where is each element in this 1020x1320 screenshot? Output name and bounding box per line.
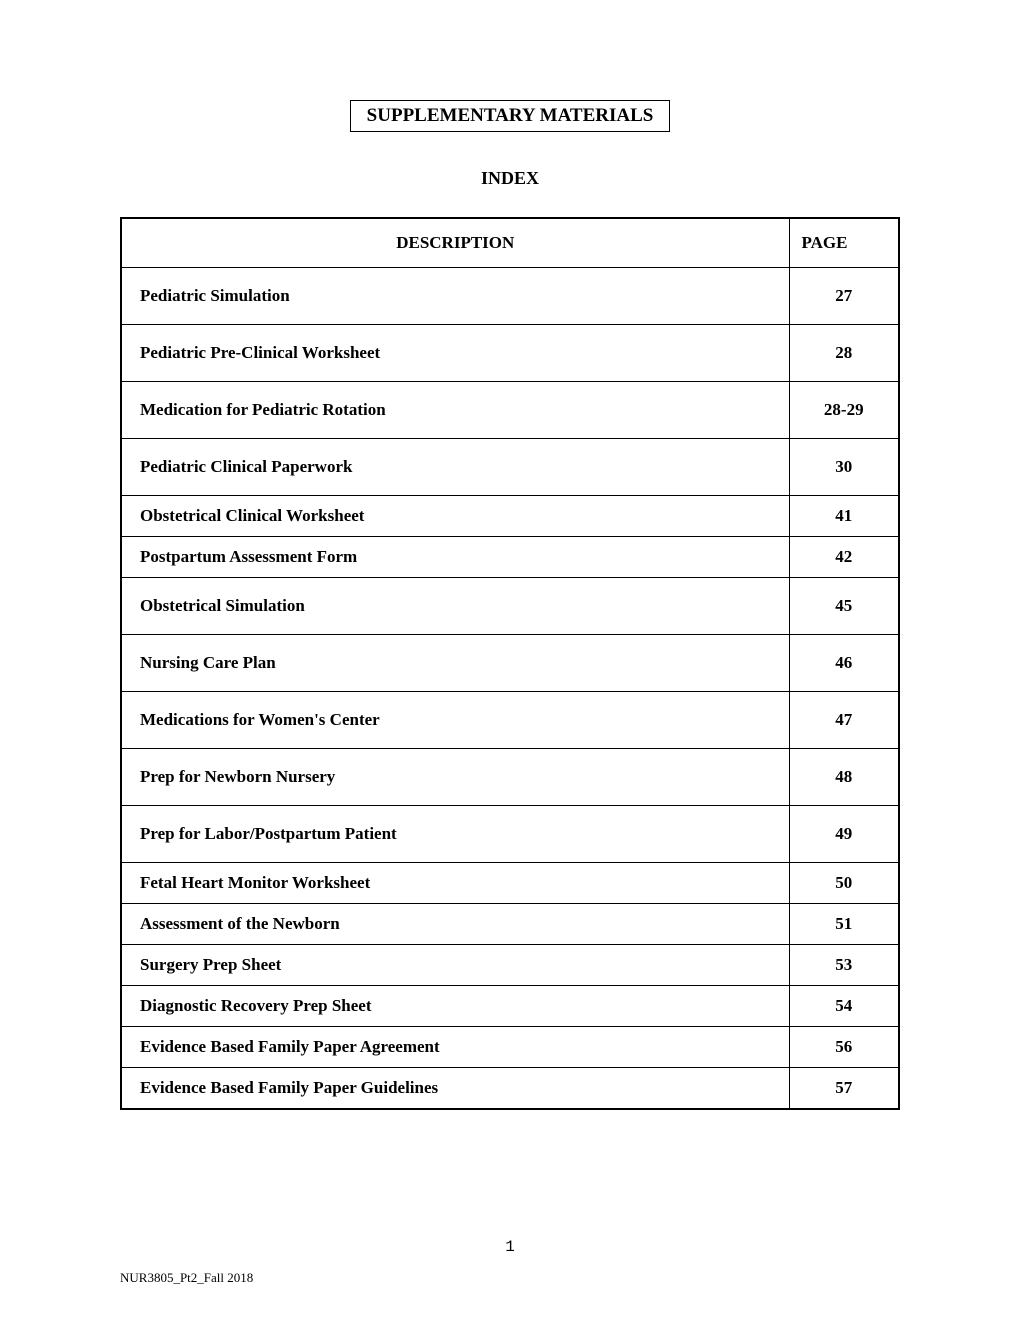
row-description: Prep for Labor/Postpartum Patient — [121, 806, 789, 863]
table-row: Medication for Pediatric Rotation28-29 — [121, 382, 899, 439]
row-description: Fetal Heart Monitor Worksheet — [121, 863, 789, 904]
header-page: PAGE — [789, 218, 899, 268]
header-description: DESCRIPTION — [121, 218, 789, 268]
row-description: Pediatric Simulation — [121, 268, 789, 325]
row-page: 41 — [789, 496, 899, 537]
row-page: 50 — [789, 863, 899, 904]
row-page: 28 — [789, 325, 899, 382]
page-title: SUPPLEMENTARY MATERIALS — [350, 100, 671, 132]
row-page: 30 — [789, 439, 899, 496]
row-page: 42 — [789, 537, 899, 578]
row-description: Pediatric Clinical Paperwork — [121, 439, 789, 496]
row-description: Surgery Prep Sheet — [121, 945, 789, 986]
row-description: Evidence Based Family Paper Guidelines — [121, 1068, 789, 1110]
row-description: Prep for Newborn Nursery — [121, 749, 789, 806]
table-row: Evidence Based Family Paper Guidelines57 — [121, 1068, 899, 1110]
row-page: 46 — [789, 635, 899, 692]
row-page: 47 — [789, 692, 899, 749]
row-page: 27 — [789, 268, 899, 325]
table-row: Postpartum Assessment Form42 — [121, 537, 899, 578]
title-container: SUPPLEMENTARY MATERIALS — [120, 100, 900, 132]
table-row: Pediatric Clinical Paperwork30 — [121, 439, 899, 496]
table-row: Prep for Newborn Nursery48 — [121, 749, 899, 806]
table-row: Obstetrical Simulation45 — [121, 578, 899, 635]
row-page: 28-29 — [789, 382, 899, 439]
row-page: 45 — [789, 578, 899, 635]
row-page: 49 — [789, 806, 899, 863]
row-description: Obstetrical Simulation — [121, 578, 789, 635]
table-row: Surgery Prep Sheet53 — [121, 945, 899, 986]
index-heading: INDEX — [120, 168, 900, 189]
table-row: Pediatric Simulation27 — [121, 268, 899, 325]
row-description: Nursing Care Plan — [121, 635, 789, 692]
footer-text: NUR3805_Pt2_Fall 2018 — [120, 1270, 253, 1286]
page-number: 1 — [0, 1238, 1020, 1256]
table-header-row: DESCRIPTION PAGE — [121, 218, 899, 268]
row-page: 53 — [789, 945, 899, 986]
row-page: 57 — [789, 1068, 899, 1110]
table-row: Prep for Labor/Postpartum Patient49 — [121, 806, 899, 863]
table-row: Diagnostic Recovery Prep Sheet54 — [121, 986, 899, 1027]
table-row: Nursing Care Plan46 — [121, 635, 899, 692]
row-description: Postpartum Assessment Form — [121, 537, 789, 578]
row-description: Obstetrical Clinical Worksheet — [121, 496, 789, 537]
row-page: 54 — [789, 986, 899, 1027]
table-row: Obstetrical Clinical Worksheet41 — [121, 496, 899, 537]
row-description: Pediatric Pre-Clinical Worksheet — [121, 325, 789, 382]
row-description: Diagnostic Recovery Prep Sheet — [121, 986, 789, 1027]
row-description: Medications for Women's Center — [121, 692, 789, 749]
table-row: Assessment of the Newborn51 — [121, 904, 899, 945]
row-page: 56 — [789, 1027, 899, 1068]
row-description: Assessment of the Newborn — [121, 904, 789, 945]
index-table: DESCRIPTION PAGE Pediatric Simulation27P… — [120, 217, 900, 1110]
row-description: Evidence Based Family Paper Agreement — [121, 1027, 789, 1068]
row-page: 51 — [789, 904, 899, 945]
table-row: Pediatric Pre-Clinical Worksheet28 — [121, 325, 899, 382]
table-row: Fetal Heart Monitor Worksheet50 — [121, 863, 899, 904]
table-row: Medications for Women's Center47 — [121, 692, 899, 749]
row-description: Medication for Pediatric Rotation — [121, 382, 789, 439]
row-page: 48 — [789, 749, 899, 806]
table-row: Evidence Based Family Paper Agreement56 — [121, 1027, 899, 1068]
